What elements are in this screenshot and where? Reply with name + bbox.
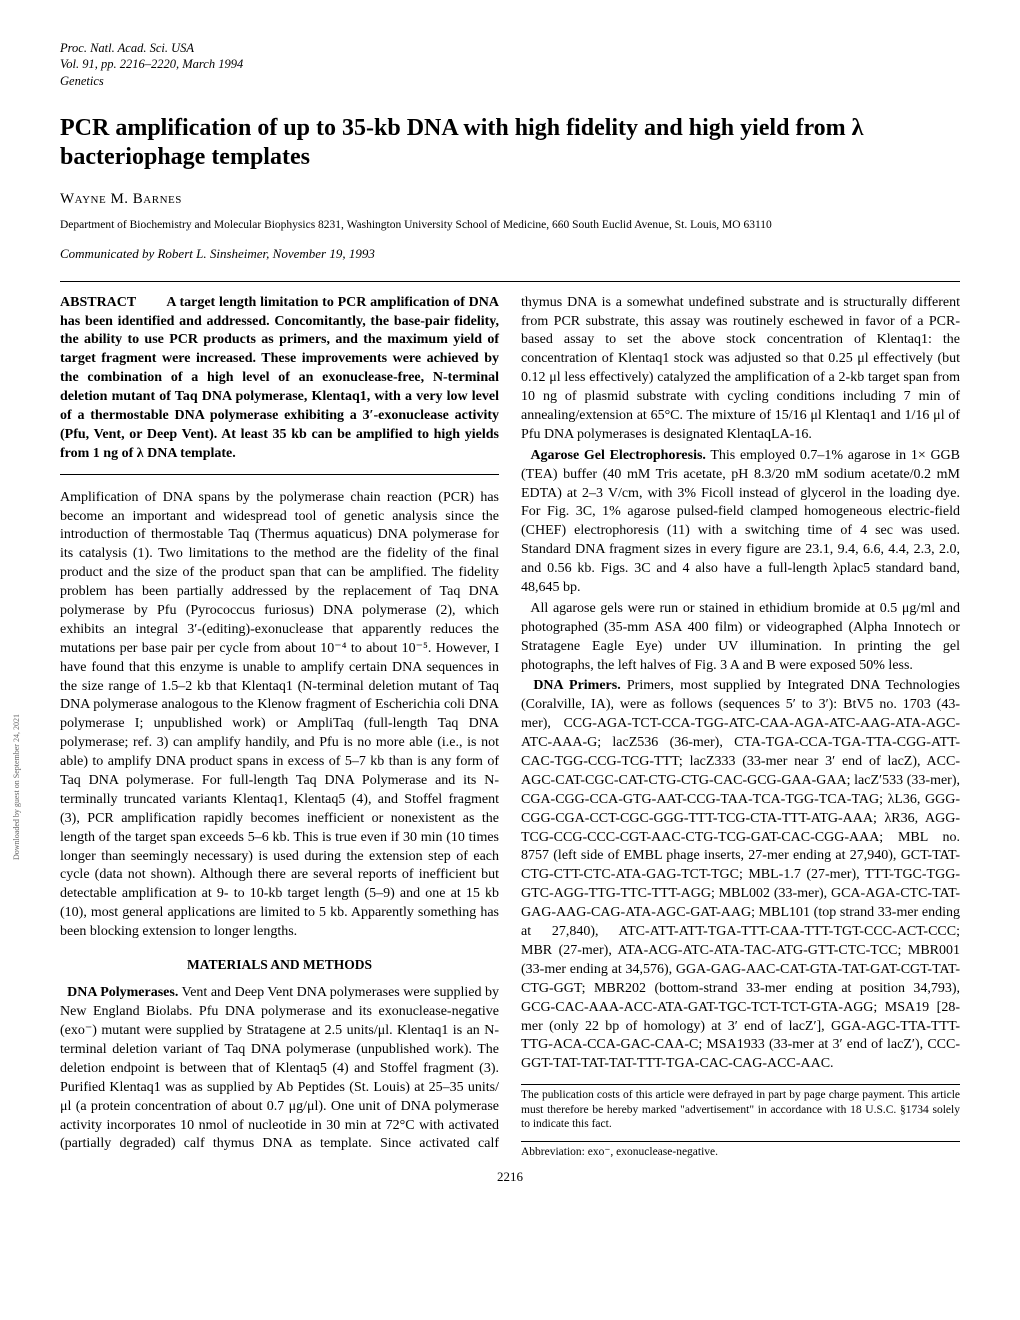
- article-title: PCR amplification of up to 35-kb DNA wit…: [60, 114, 960, 172]
- download-note: Downloaded by guest on September 24, 202…: [12, 714, 23, 860]
- abstract-block: ABSTRACT A target length limitation to P…: [60, 294, 499, 475]
- primers-para: DNA Primers. Primers, most supplied by I…: [521, 677, 960, 1074]
- intro-text: Amplification of DNA spans by the polyme…: [60, 489, 499, 942]
- primers-label: DNA Primers.: [533, 678, 620, 693]
- primers-text: Primers, most supplied by Integrated DNA…: [521, 678, 960, 1071]
- materials-heading: MATERIALS AND METHODS: [60, 956, 499, 974]
- journal-name: Proc. Natl. Acad. Sci. USA: [60, 41, 194, 55]
- section: Genetics: [60, 74, 104, 88]
- separator: [60, 281, 960, 282]
- footnote-separator-2: [521, 1141, 960, 1142]
- agarose-label: Agarose Gel Electrophoresis.: [530, 448, 705, 463]
- author-name: Wayne M. Barnes: [60, 189, 960, 209]
- abstract-label: ABSTRACT: [60, 295, 136, 310]
- communicated-by: Communicated by Robert L. Sinsheimer, No…: [60, 245, 960, 263]
- agarose-para2: All agarose gels were run or stained in …: [521, 600, 960, 676]
- body-columns: ABSTRACT A target length limitation to P…: [60, 294, 960, 1160]
- footnote-right-text: Abbreviation: exo⁻, exonuclease-negative…: [521, 1146, 718, 1158]
- footnote-left-text: The publication costs of this article we…: [521, 1089, 960, 1130]
- agarose-text2: All agarose gels were run or stained in …: [521, 601, 960, 673]
- footnote-right: Abbreviation: exo⁻, exonuclease-negative…: [521, 1141, 960, 1159]
- page-number: 2216: [60, 1168, 960, 1186]
- agarose-text: This employed 0.7–1% agarose in 1× GGB (…: [521, 448, 960, 595]
- journal-header: Proc. Natl. Acad. Sci. USA Vol. 91, pp. …: [60, 40, 960, 89]
- footnote-separator: [521, 1084, 960, 1085]
- abstract-text: A target length limitation to PCR amplif…: [60, 295, 499, 461]
- vol-pages: Vol. 91, pp. 2216–2220, March 1994: [60, 57, 243, 71]
- footnote-left: The publication costs of this article we…: [521, 1084, 960, 1131]
- agarose-para: Agarose Gel Electrophoresis. This employ…: [521, 447, 960, 598]
- intro-paragraph: Amplification of DNA spans by the polyme…: [60, 489, 499, 942]
- dna-poly-label: DNA Polymerases.: [67, 985, 178, 1000]
- affiliation: Department of Biochemistry and Molecular…: [60, 218, 960, 234]
